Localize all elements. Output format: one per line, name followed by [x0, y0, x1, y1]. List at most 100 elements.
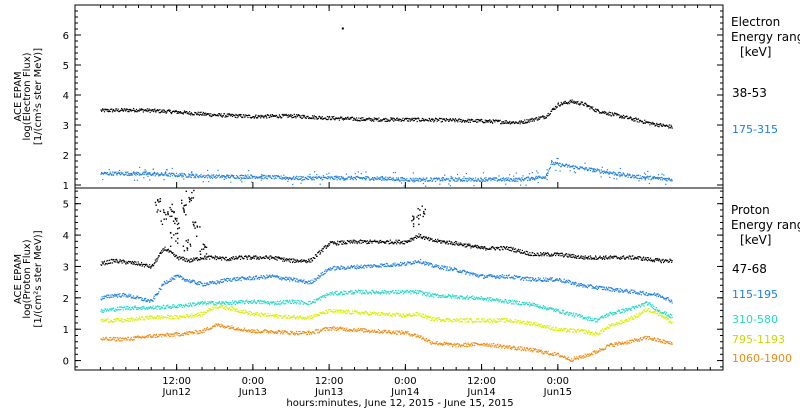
data-point: [206, 113, 208, 115]
data-point: [218, 281, 220, 283]
data-point: [211, 177, 214, 179]
data-point: [295, 175, 298, 177]
data-point: [203, 258, 205, 260]
data-point: [414, 180, 417, 182]
data-point: [520, 180, 522, 182]
data-point: [529, 277, 532, 279]
data-point: [593, 109, 595, 111]
data-point: [264, 257, 266, 260]
data-point: [411, 179, 413, 181]
data-point: [169, 307, 171, 309]
data-point: [266, 256, 268, 258]
data-point: [260, 175, 262, 178]
data-point: [582, 284, 585, 286]
data-point: [422, 119, 424, 121]
data-point: [313, 301, 315, 303]
data-point: [556, 106, 558, 108]
data-point: [285, 113, 287, 115]
data-point: [620, 116, 622, 118]
data-point: [360, 264, 362, 266]
data-point: [589, 167, 591, 169]
data-point: [554, 161, 557, 163]
data-point: [513, 175, 515, 177]
data-point: [442, 241, 445, 243]
data-point: [370, 291, 372, 294]
data-point: [278, 301, 281, 303]
data-point: [253, 257, 255, 260]
data-point: [299, 302, 301, 304]
data-point: [224, 116, 226, 118]
data-point: [179, 276, 181, 278]
data-point: [262, 277, 264, 279]
data-point: [530, 177, 532, 179]
data-point: [636, 257, 638, 259]
data-point: [194, 281, 196, 283]
data-point: [542, 176, 544, 178]
data-point: [484, 119, 486, 121]
data-point: [514, 248, 517, 250]
data-point: [143, 298, 146, 300]
data-point: [191, 259, 194, 261]
data-point: [394, 179, 397, 182]
data-point: [511, 276, 513, 278]
data-point: [554, 105, 557, 108]
data-point: [329, 176, 331, 178]
data-point: [146, 172, 148, 174]
data-point: [653, 261, 656, 263]
data-point: [211, 301, 214, 303]
data-point: [210, 176, 212, 178]
data-point: [224, 303, 226, 306]
data-point: [633, 257, 636, 259]
data-point: [136, 307, 138, 309]
data-point: [533, 279, 535, 282]
data-point: [402, 177, 405, 180]
data-point: [616, 174, 618, 176]
data-point: [181, 278, 183, 281]
data-point: [453, 119, 455, 121]
data-point: [597, 110, 600, 112]
data-point: [151, 265, 153, 267]
data-point: [505, 248, 507, 250]
data-point: [380, 266, 382, 268]
data-point: [519, 178, 521, 180]
data-point: [346, 267, 349, 269]
data-point: [333, 115, 335, 118]
data-point: [278, 257, 280, 259]
data-point: [450, 177, 453, 179]
data-point: [258, 302, 260, 304]
data-point: [393, 264, 395, 266]
data-point: [209, 301, 211, 303]
data-point: [173, 110, 175, 112]
data-point: [560, 252, 562, 254]
data-point: [151, 263, 154, 266]
data-point: [546, 278, 549, 280]
data-point: [181, 175, 183, 177]
data-point: [249, 258, 251, 260]
data-point: [321, 248, 323, 250]
data-point: [118, 308, 120, 311]
data-point: [331, 291, 334, 293]
data-point: [255, 302, 258, 305]
data-point: [486, 275, 488, 277]
data-point: [476, 246, 478, 249]
data-point: [309, 176, 311, 179]
data-point: [452, 118, 454, 120]
data-point: [397, 292, 399, 294]
data-point: [512, 247, 514, 249]
data-point: [613, 177, 615, 180]
data-point: [593, 168, 596, 170]
data-point: [353, 241, 355, 243]
data-point: [577, 283, 580, 285]
data-point: [366, 119, 368, 121]
data-point: [631, 118, 633, 120]
data-point: [260, 114, 262, 116]
data-point: [185, 280, 187, 282]
data-point: [202, 175, 204, 177]
data-point: [406, 289, 409, 292]
data-point: [400, 182, 403, 184]
data-point: [411, 117, 413, 119]
data-point: [171, 306, 173, 308]
data-point: [569, 100, 571, 102]
data-point: [613, 289, 615, 291]
data-point: [415, 291, 417, 294]
